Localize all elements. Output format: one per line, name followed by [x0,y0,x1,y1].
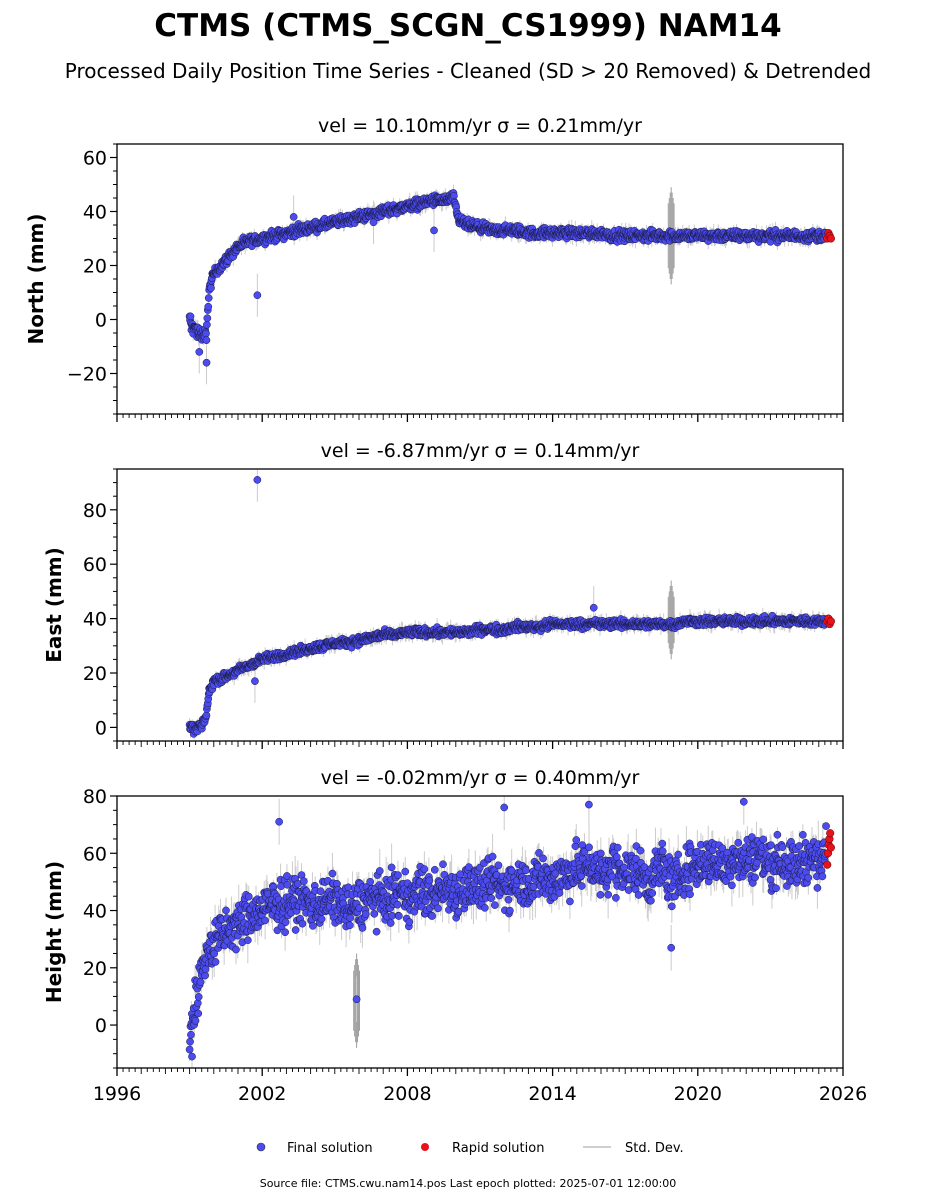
y-axis-label: North (mm) [24,213,48,344]
rapid-point [826,234,835,243]
panel-2: vel = -6.87mm/yr σ = 0.14mm/yr East (mm) 0… [42,440,844,749]
y-tick-label: 80 [83,500,107,522]
panels: vel = 10.10mm/yr σ = 0.21mm/yr North (mm)… [24,115,867,1105]
y-tick-label: 20 [83,663,107,685]
y-tick-label: 60 [83,554,107,576]
y-tick-label: 40 [83,202,107,224]
y-tick-label: 60 [83,148,107,170]
final-point [202,329,210,338]
final-point [207,284,215,292]
plot-frame [116,468,844,742]
chart-title: CTMS (CTMS_SCGN_CS1999) NAM14 [154,8,781,44]
outlier-point [430,226,438,235]
panel-3: vel = -0.02mm/yr σ = 0.40mm/yr Height (mm… [42,767,867,1105]
final-point [203,320,211,329]
outlier-point [369,218,378,227]
final-solution-points [185,476,830,738]
outlier-point [251,677,259,686]
outlier-point [195,348,204,356]
plot-frame [116,143,844,415]
std-dev-lines [189,469,827,740]
final-solution-points [185,189,830,367]
y-axis-label: Height (mm) [42,861,66,1003]
std-dev-lines [189,184,827,385]
plot-area [185,469,835,740]
outlier-point [253,291,262,300]
final-point [203,314,212,323]
chart-subtitle: Processed Daily Position Time Series - C… [65,59,871,83]
outlier-point [589,603,598,612]
outlier-point [289,213,298,221]
y-tick-label: 20 [83,256,107,278]
final-point [204,302,213,311]
final-point [202,711,211,720]
y-axis-label: East (mm) [42,547,66,663]
panel-title: vel = -6.87mm/yr σ = 0.14mm/yr [321,440,640,462]
final-point [186,312,195,321]
outlier-point [253,476,262,484]
y-tick-label: 40 [83,609,107,631]
y-tick-label: −20 [67,364,107,386]
panel-1: vel = 10.10mm/yr σ = 0.21mm/yr North (mm)… [24,115,844,422]
y-tick-label: 0 [95,717,107,739]
final-point [202,336,211,345]
plot-area [185,796,835,1068]
panel-title: vel = -0.02mm/yr σ = 0.40mm/yr [321,767,640,789]
outlier-point [202,358,211,367]
panel-title: vel = 10.10mm/yr σ = 0.21mm/yr [318,115,642,137]
final-point [204,294,213,302]
plot-area [185,184,835,385]
y-tick-label: 0 [95,310,107,332]
rapid-point [826,617,835,626]
